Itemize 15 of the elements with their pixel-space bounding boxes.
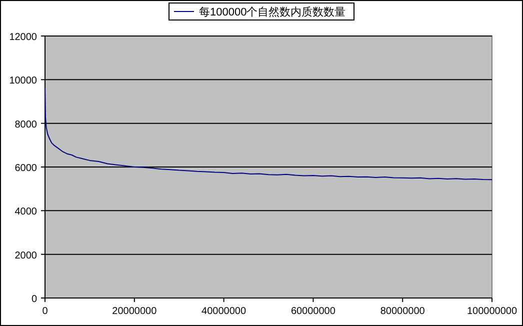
y-tick-label: 8000 <box>14 119 38 130</box>
x-tick-label: 40000000 <box>202 306 246 317</box>
x-tick-label: 60000000 <box>290 306 336 317</box>
y-tick-label: 10000 <box>9 76 38 87</box>
x-tick-label: 20000000 <box>112 306 158 317</box>
y-tick-label: 12000 <box>9 32 38 43</box>
x-tick-label: 80000000 <box>380 306 426 317</box>
legend: 每100000个自然数内质数数量 <box>168 2 354 20</box>
y-tick-label: 4000 <box>14 206 38 218</box>
x-tick-label: 0 <box>42 306 48 317</box>
y-tick-label: 6000 <box>14 163 38 174</box>
x-tick-label: 100000000 <box>466 306 518 317</box>
y-tick-label: 2000 <box>14 250 38 262</box>
legend-label: 每100000个自然数内质数数量 <box>199 6 346 18</box>
y-tick-label: 0 <box>31 294 38 305</box>
